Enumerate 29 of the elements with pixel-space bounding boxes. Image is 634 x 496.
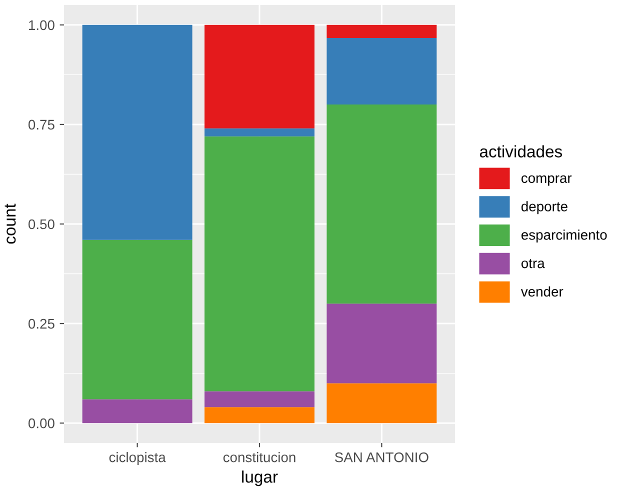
y-tick-label: 1.00 xyxy=(29,20,54,30)
y-tick-label: 0.00 xyxy=(28,418,54,428)
x-tick-label: constitucion xyxy=(223,452,296,462)
bar xyxy=(204,128,314,136)
legend-label: comprar xyxy=(521,175,572,186)
bar xyxy=(204,24,314,128)
legend-label: otra xyxy=(521,259,545,268)
legend-label: deporte xyxy=(521,201,568,214)
bar xyxy=(326,304,437,384)
y-tick-label: 0.50 xyxy=(28,219,54,230)
bar xyxy=(82,399,192,424)
legend-label: vender xyxy=(520,286,564,297)
bar xyxy=(82,240,192,400)
x-tick-label: ciclopista xyxy=(109,452,166,465)
x-axis-title: lugar xyxy=(242,470,278,486)
x-tick-label: SAN ANTONIO xyxy=(334,452,428,462)
y-tick-label: 0.25 xyxy=(28,318,54,329)
y-tick-label: 0.75 xyxy=(28,120,54,130)
bar xyxy=(204,136,314,392)
bar xyxy=(82,24,192,240)
legend-title: actividades xyxy=(480,145,562,158)
bar xyxy=(204,407,314,424)
bar xyxy=(204,391,314,408)
bar xyxy=(326,38,437,105)
y-axis-title: count xyxy=(4,204,16,244)
bar xyxy=(326,383,437,424)
bar xyxy=(326,24,437,38)
bar xyxy=(326,104,437,304)
legend-label: esparcimiento xyxy=(521,230,607,243)
